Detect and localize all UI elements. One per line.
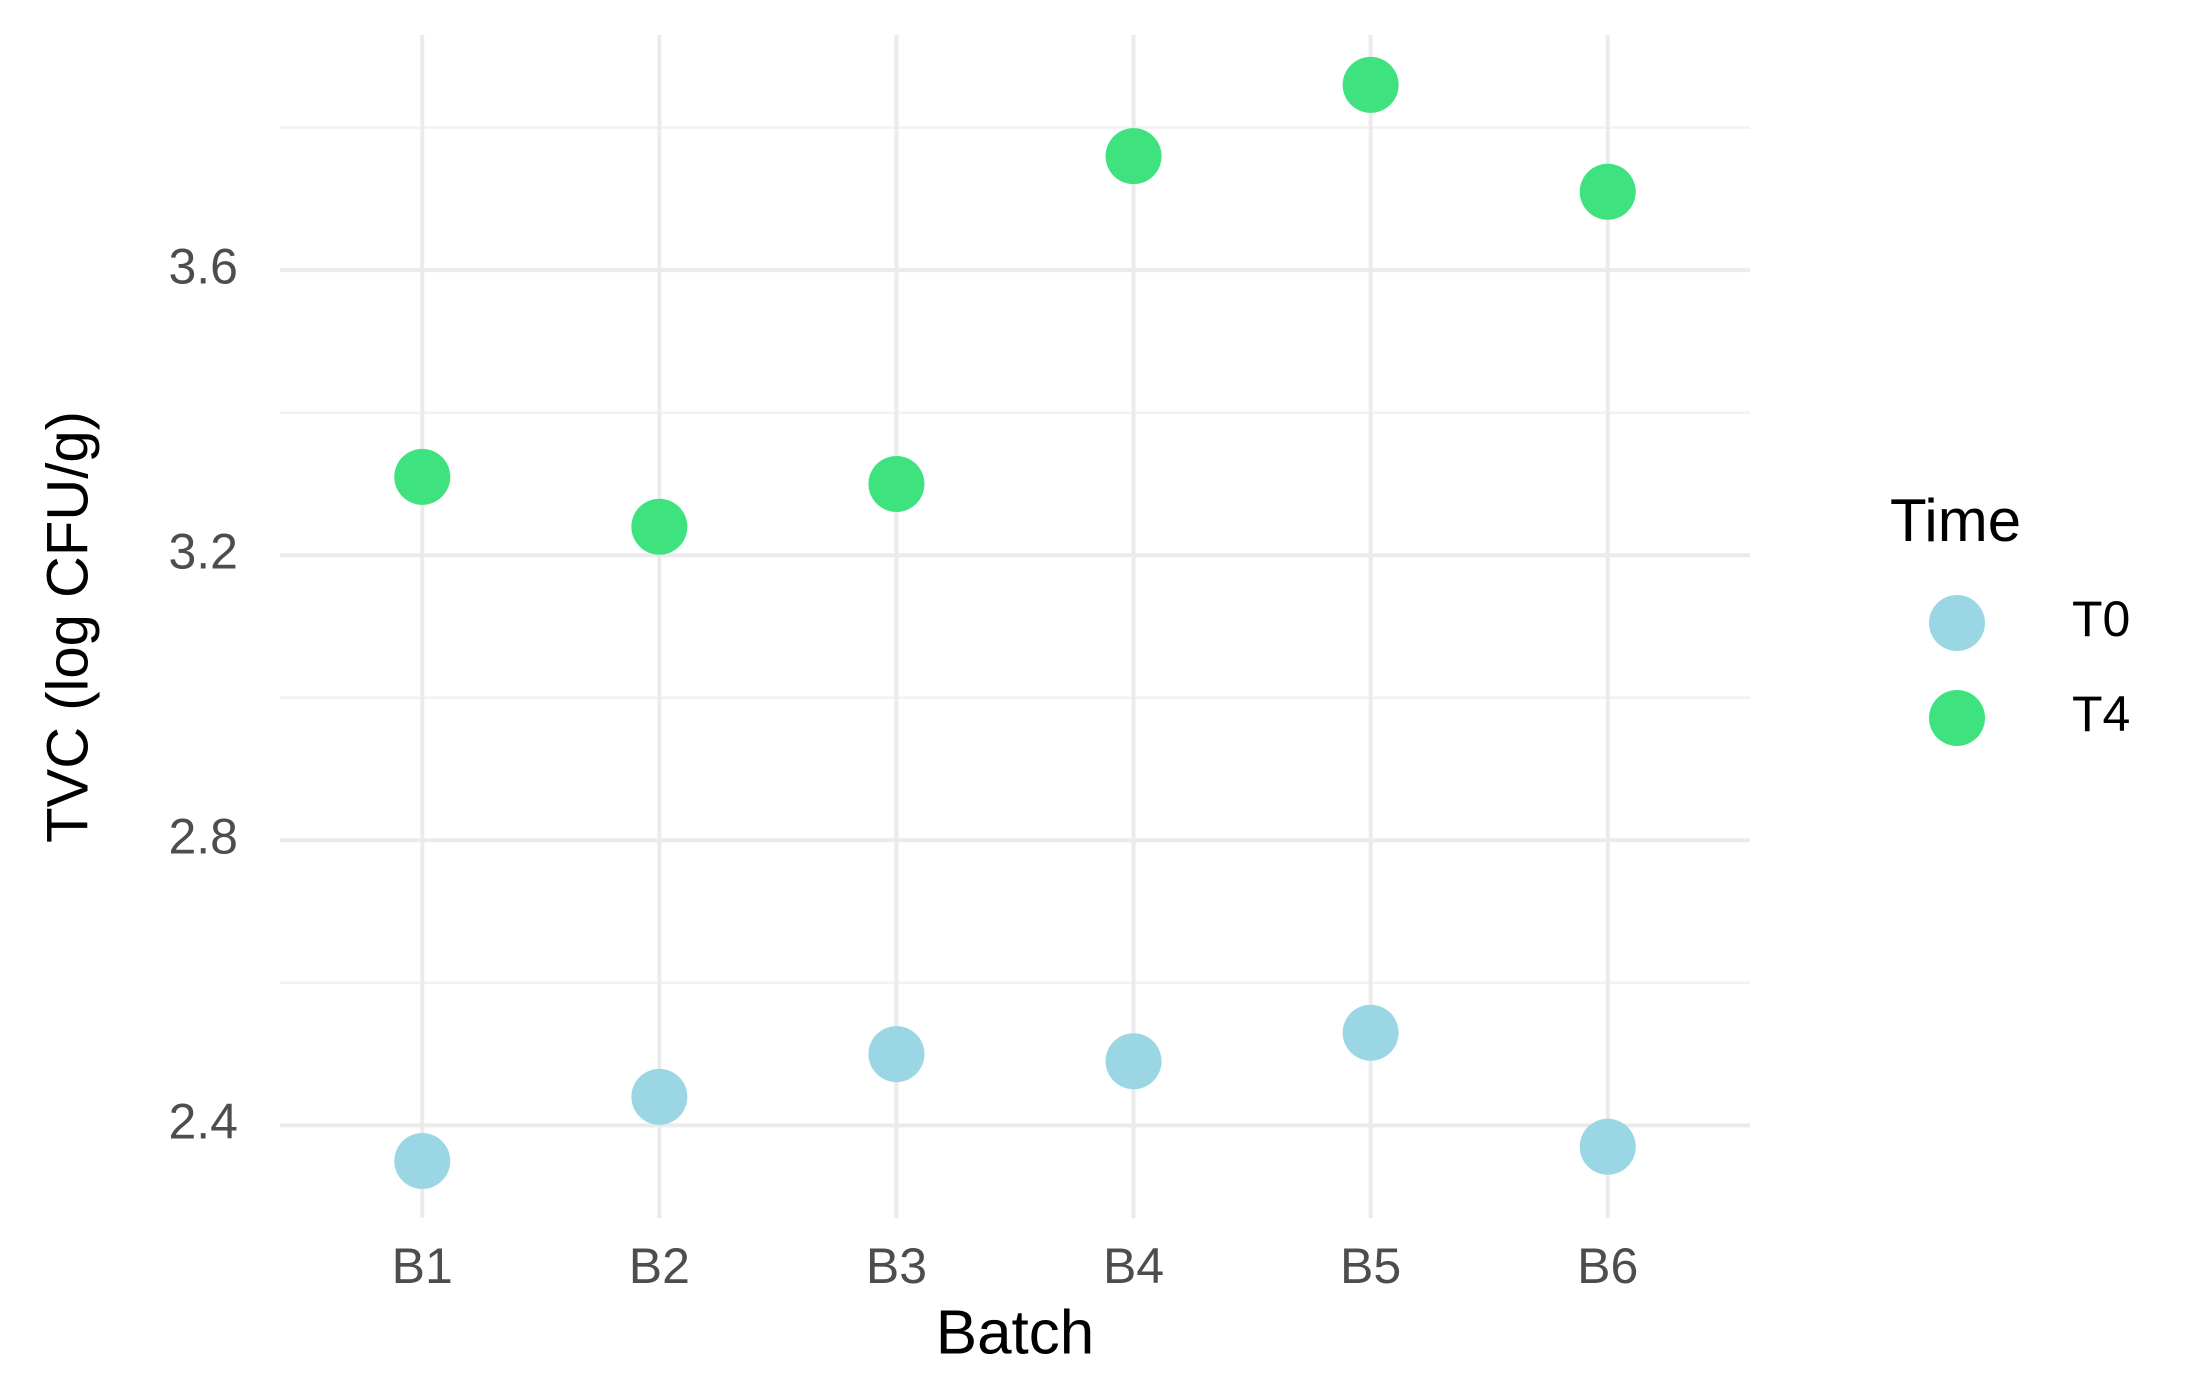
y-tick-label: 2.4 [168,1094,238,1150]
point [631,1068,688,1125]
point [1342,1004,1399,1061]
point [631,498,688,555]
point [1105,128,1162,185]
x-axis-title: Batch [936,1298,1095,1367]
x-tick-label: B5 [1340,1238,1401,1294]
legend-key [1929,690,1985,746]
y-tick-label: 2.8 [168,808,238,864]
point [868,1026,925,1083]
y-tick-label: 3.6 [168,238,238,294]
x-tick-label: B1 [392,1238,453,1294]
x-tick-label: B6 [1577,1238,1638,1294]
x-tick-label: B2 [629,1238,690,1294]
point [1579,1118,1636,1175]
y-tick-label: 3.2 [168,523,238,579]
legend-label: T4 [2072,686,2130,742]
point [1579,163,1636,220]
point [1105,1033,1162,1090]
legend-key [1929,595,1985,651]
point [394,448,451,505]
point [868,455,925,512]
point [1342,56,1399,113]
legend-label: T0 [2072,591,2130,647]
point [394,1132,451,1189]
x-tick-label: B4 [1103,1238,1164,1294]
y-axis-title: TVC (log CFU/g) [35,411,100,843]
x-tick-label: B3 [866,1238,927,1294]
legend-title: Time [1890,487,2021,554]
